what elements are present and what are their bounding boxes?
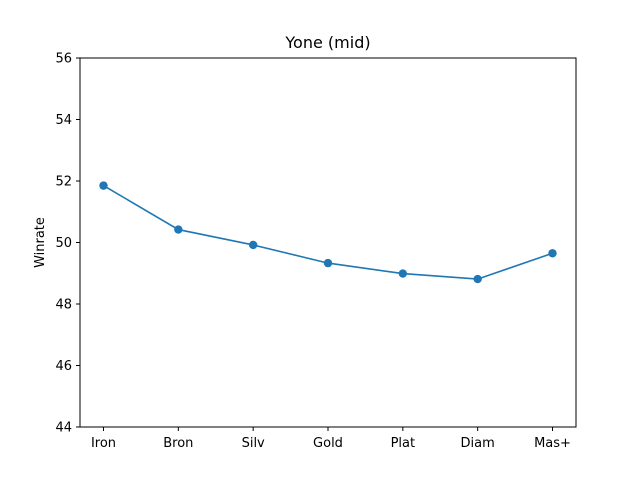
y-axis-label: Winrate [33,217,48,268]
plot-area-frame [79,57,577,428]
x-tick-label: Silv [242,436,265,451]
chart-title: Yone (mid) [284,33,370,52]
y-tick-label: 56 [55,52,72,67]
x-tick-label: Iron [91,436,116,451]
data-point [473,274,482,284]
data-point [174,225,183,234]
data-point [99,181,108,190]
y-tick-label: 54 [55,113,72,128]
y-tick-label: 48 [55,298,72,313]
series-layer [99,181,557,284]
data-point [248,240,258,250]
x-tick-label: Mas+ [534,436,571,451]
y-tick-label: 44 [55,421,72,436]
data-point [398,269,408,278]
x-axis-ticks: Iron Bron Silv Gold Plat Diam Mas+ [91,427,571,451]
x-tick-label: Gold [313,436,343,451]
data-point [548,249,557,258]
y-axis-ticks: 44 46 48 50 52 54 56 [55,52,80,436]
x-tick-label: Bron [163,436,193,451]
y-tick-label: 50 [55,236,72,251]
data-point [323,258,333,268]
x-tick-label: Plat [391,436,416,451]
y-tick-label: 52 [55,175,72,190]
y-tick-label: 46 [55,359,72,374]
x-tick-label: Diam [461,436,495,451]
